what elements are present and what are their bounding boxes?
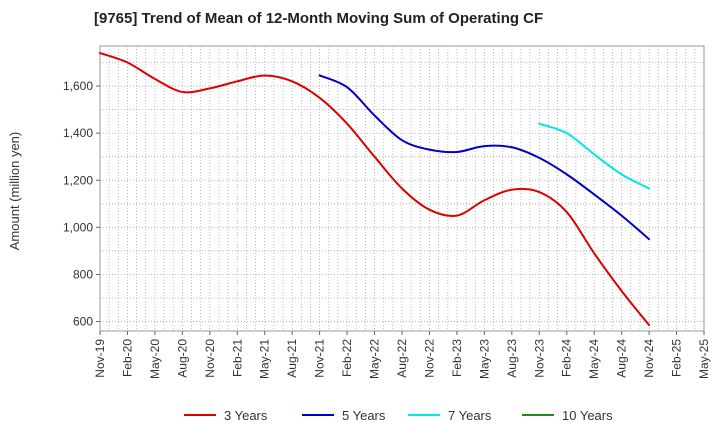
x-tick-label: Feb-25 bbox=[670, 339, 684, 377]
x-tick-label: Feb-21 bbox=[230, 339, 244, 377]
series-line-3-years bbox=[99, 52, 651, 327]
x-tick-label: Aug-22 bbox=[395, 339, 409, 378]
x-tick-label: Feb-22 bbox=[340, 339, 354, 377]
x-tick-label: Nov-21 bbox=[313, 339, 327, 378]
x-tick-label: Nov-23 bbox=[532, 339, 546, 378]
x-tick-label: Aug-24 bbox=[615, 339, 629, 378]
series-line-5-years bbox=[318, 74, 651, 241]
x-tick-label: May-25 bbox=[697, 339, 711, 379]
y-tick-label: 1,200 bbox=[63, 173, 93, 187]
x-tick-label: May-20 bbox=[148, 339, 162, 379]
x-axis: Nov-19 Feb-20 May-20 Aug-20 Nov-20 Feb-21 May-… bbox=[93, 331, 711, 379]
legend-label: 3 Years bbox=[224, 408, 268, 423]
x-tick-label: Nov-22 bbox=[422, 339, 436, 378]
x-tick-label: Feb-23 bbox=[450, 339, 464, 377]
x-tick-label: Aug-20 bbox=[175, 339, 189, 378]
x-tick-label: Nov-20 bbox=[203, 339, 217, 378]
legend-label: 7 Years bbox=[448, 408, 492, 423]
y-tick-label: 1,400 bbox=[63, 126, 93, 140]
series-line-7-years bbox=[538, 122, 651, 190]
x-tick-label: Aug-23 bbox=[505, 339, 519, 378]
x-tick-label: Nov-19 bbox=[93, 339, 107, 378]
y-tick-label: 1,000 bbox=[63, 220, 93, 234]
y-axis-label: Amount (million yen) bbox=[7, 132, 22, 251]
y-tick-label: 800 bbox=[73, 267, 93, 281]
legend-label: 10 Years bbox=[562, 408, 613, 423]
gridlines bbox=[99, 46, 705, 331]
x-tick-label: Aug-21 bbox=[285, 339, 299, 378]
x-tick-label: Feb-24 bbox=[560, 339, 574, 377]
x-tick-label: May-21 bbox=[258, 339, 272, 379]
chart-title: [9765] Trend of Mean of 12-Month Moving … bbox=[94, 10, 544, 27]
x-tick-label: May-23 bbox=[477, 339, 491, 379]
legend-label: 5 Years bbox=[342, 408, 386, 423]
y-tick-label: 600 bbox=[73, 315, 93, 329]
y-tick-label: 1,600 bbox=[63, 79, 93, 93]
x-tick-label: May-22 bbox=[368, 339, 382, 379]
series-lines bbox=[99, 52, 651, 327]
x-tick-label: Feb-20 bbox=[120, 339, 134, 377]
legend: 3 Years 5 Years 7 Years 10 Years bbox=[184, 408, 613, 423]
x-tick-label: Nov-24 bbox=[642, 339, 656, 378]
x-tick-label: May-24 bbox=[587, 339, 601, 379]
y-axis: 600 800 1,000 1,200 1,400 1,600 bbox=[63, 79, 100, 329]
